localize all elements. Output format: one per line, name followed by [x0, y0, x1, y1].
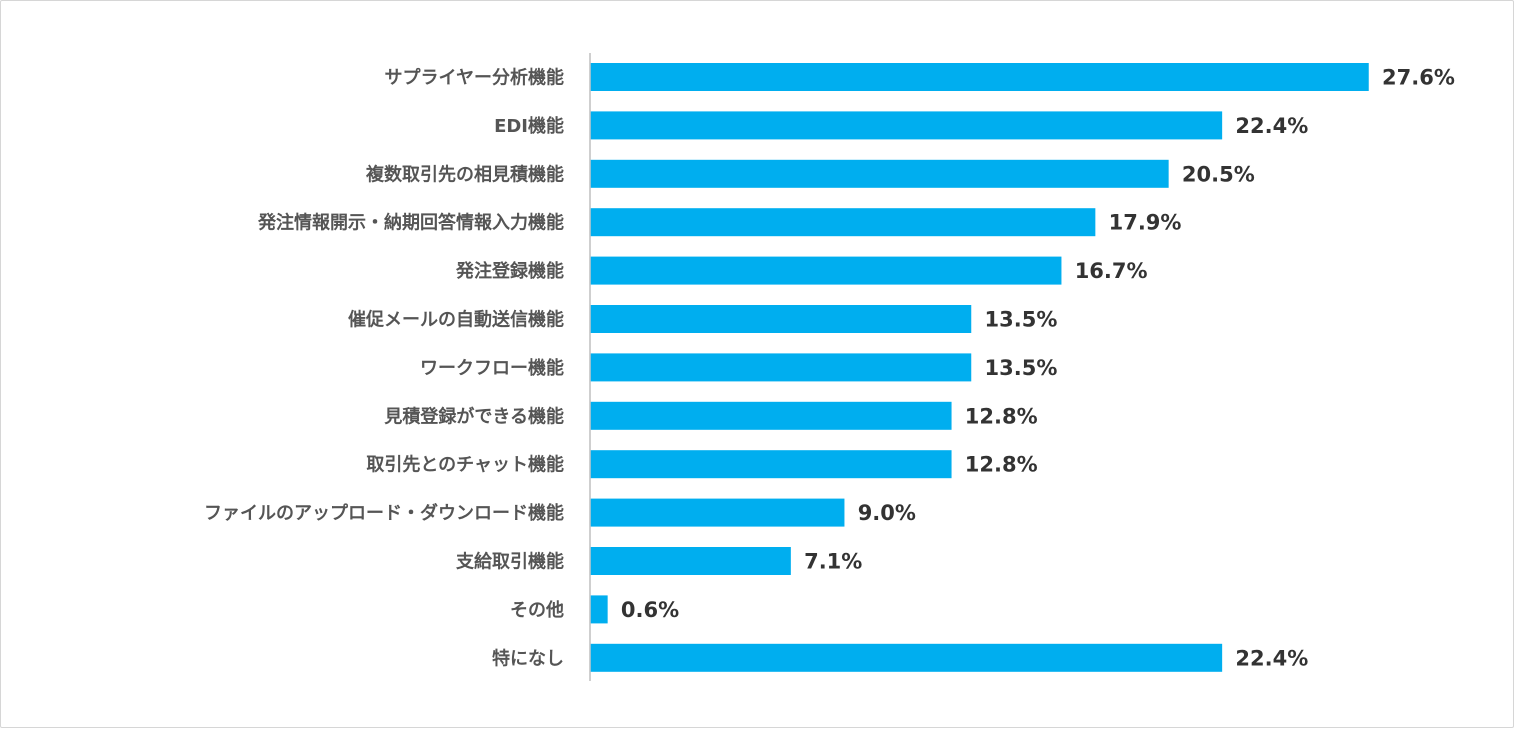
- data-label: 27.6%: [1382, 66, 1455, 90]
- category-label: 発注情報開示・納期回答情報入力機能: [257, 212, 564, 234]
- category-label: その他: [510, 599, 564, 621]
- category-label: EDI機能: [494, 115, 564, 137]
- bar: [590, 208, 1096, 237]
- bar: [590, 498, 845, 527]
- data-label: 20.5%: [1182, 162, 1255, 186]
- category-label: 発注登録機能: [455, 260, 564, 282]
- category-label: 取引先とのチャット機能: [366, 454, 564, 476]
- bar: [590, 450, 952, 479]
- data-label: 22.4%: [1235, 114, 1308, 138]
- category-label: ワークフロー機能: [420, 357, 564, 379]
- data-label: 17.9%: [1109, 211, 1182, 235]
- data-label: 0.6%: [621, 598, 679, 622]
- category-label: 見積登録ができる機能: [383, 405, 564, 427]
- bar: [590, 256, 1062, 285]
- category-label: 催促メールの自動送信機能: [348, 309, 564, 331]
- bar: [590, 159, 1169, 188]
- category-label: 特になし: [492, 647, 564, 669]
- value-labels: 27.6% 22.4% 20.5% 17.9% 16.7% 13.5% 13.5% 12.8%…: [621, 66, 1455, 671]
- category-labels: サプライヤー分析機能 EDI機能複数取引先の相見積機能発注情報開示・納期回答情報入…: [204, 67, 564, 670]
- bar: [590, 595, 608, 624]
- bar: [590, 401, 952, 430]
- data-label: 12.8%: [965, 404, 1038, 428]
- data-label: 16.7%: [1075, 259, 1148, 283]
- bar: [590, 353, 972, 382]
- data-label: 9.0%: [858, 501, 916, 525]
- category-label: ファイルのアップロード・ダウンロード機能: [204, 502, 564, 524]
- bar: [590, 547, 791, 575]
- bar: [590, 63, 1369, 91]
- data-label: 22.4%: [1235, 646, 1308, 670]
- data-label: 12.8%: [965, 453, 1038, 477]
- category-label: サプライヤー分析機能: [385, 67, 564, 89]
- bar: [590, 111, 1223, 140]
- bar-group: [590, 63, 1369, 672]
- category-label: 複数取引先の相見積機能: [365, 163, 564, 185]
- bar: [590, 643, 1223, 672]
- data-label: 7.1%: [804, 550, 862, 574]
- data-label: 13.5%: [985, 308, 1058, 332]
- bar: [590, 305, 972, 333]
- category-label: 支給取引機能: [455, 551, 564, 573]
- data-label: 13.5%: [985, 356, 1058, 380]
